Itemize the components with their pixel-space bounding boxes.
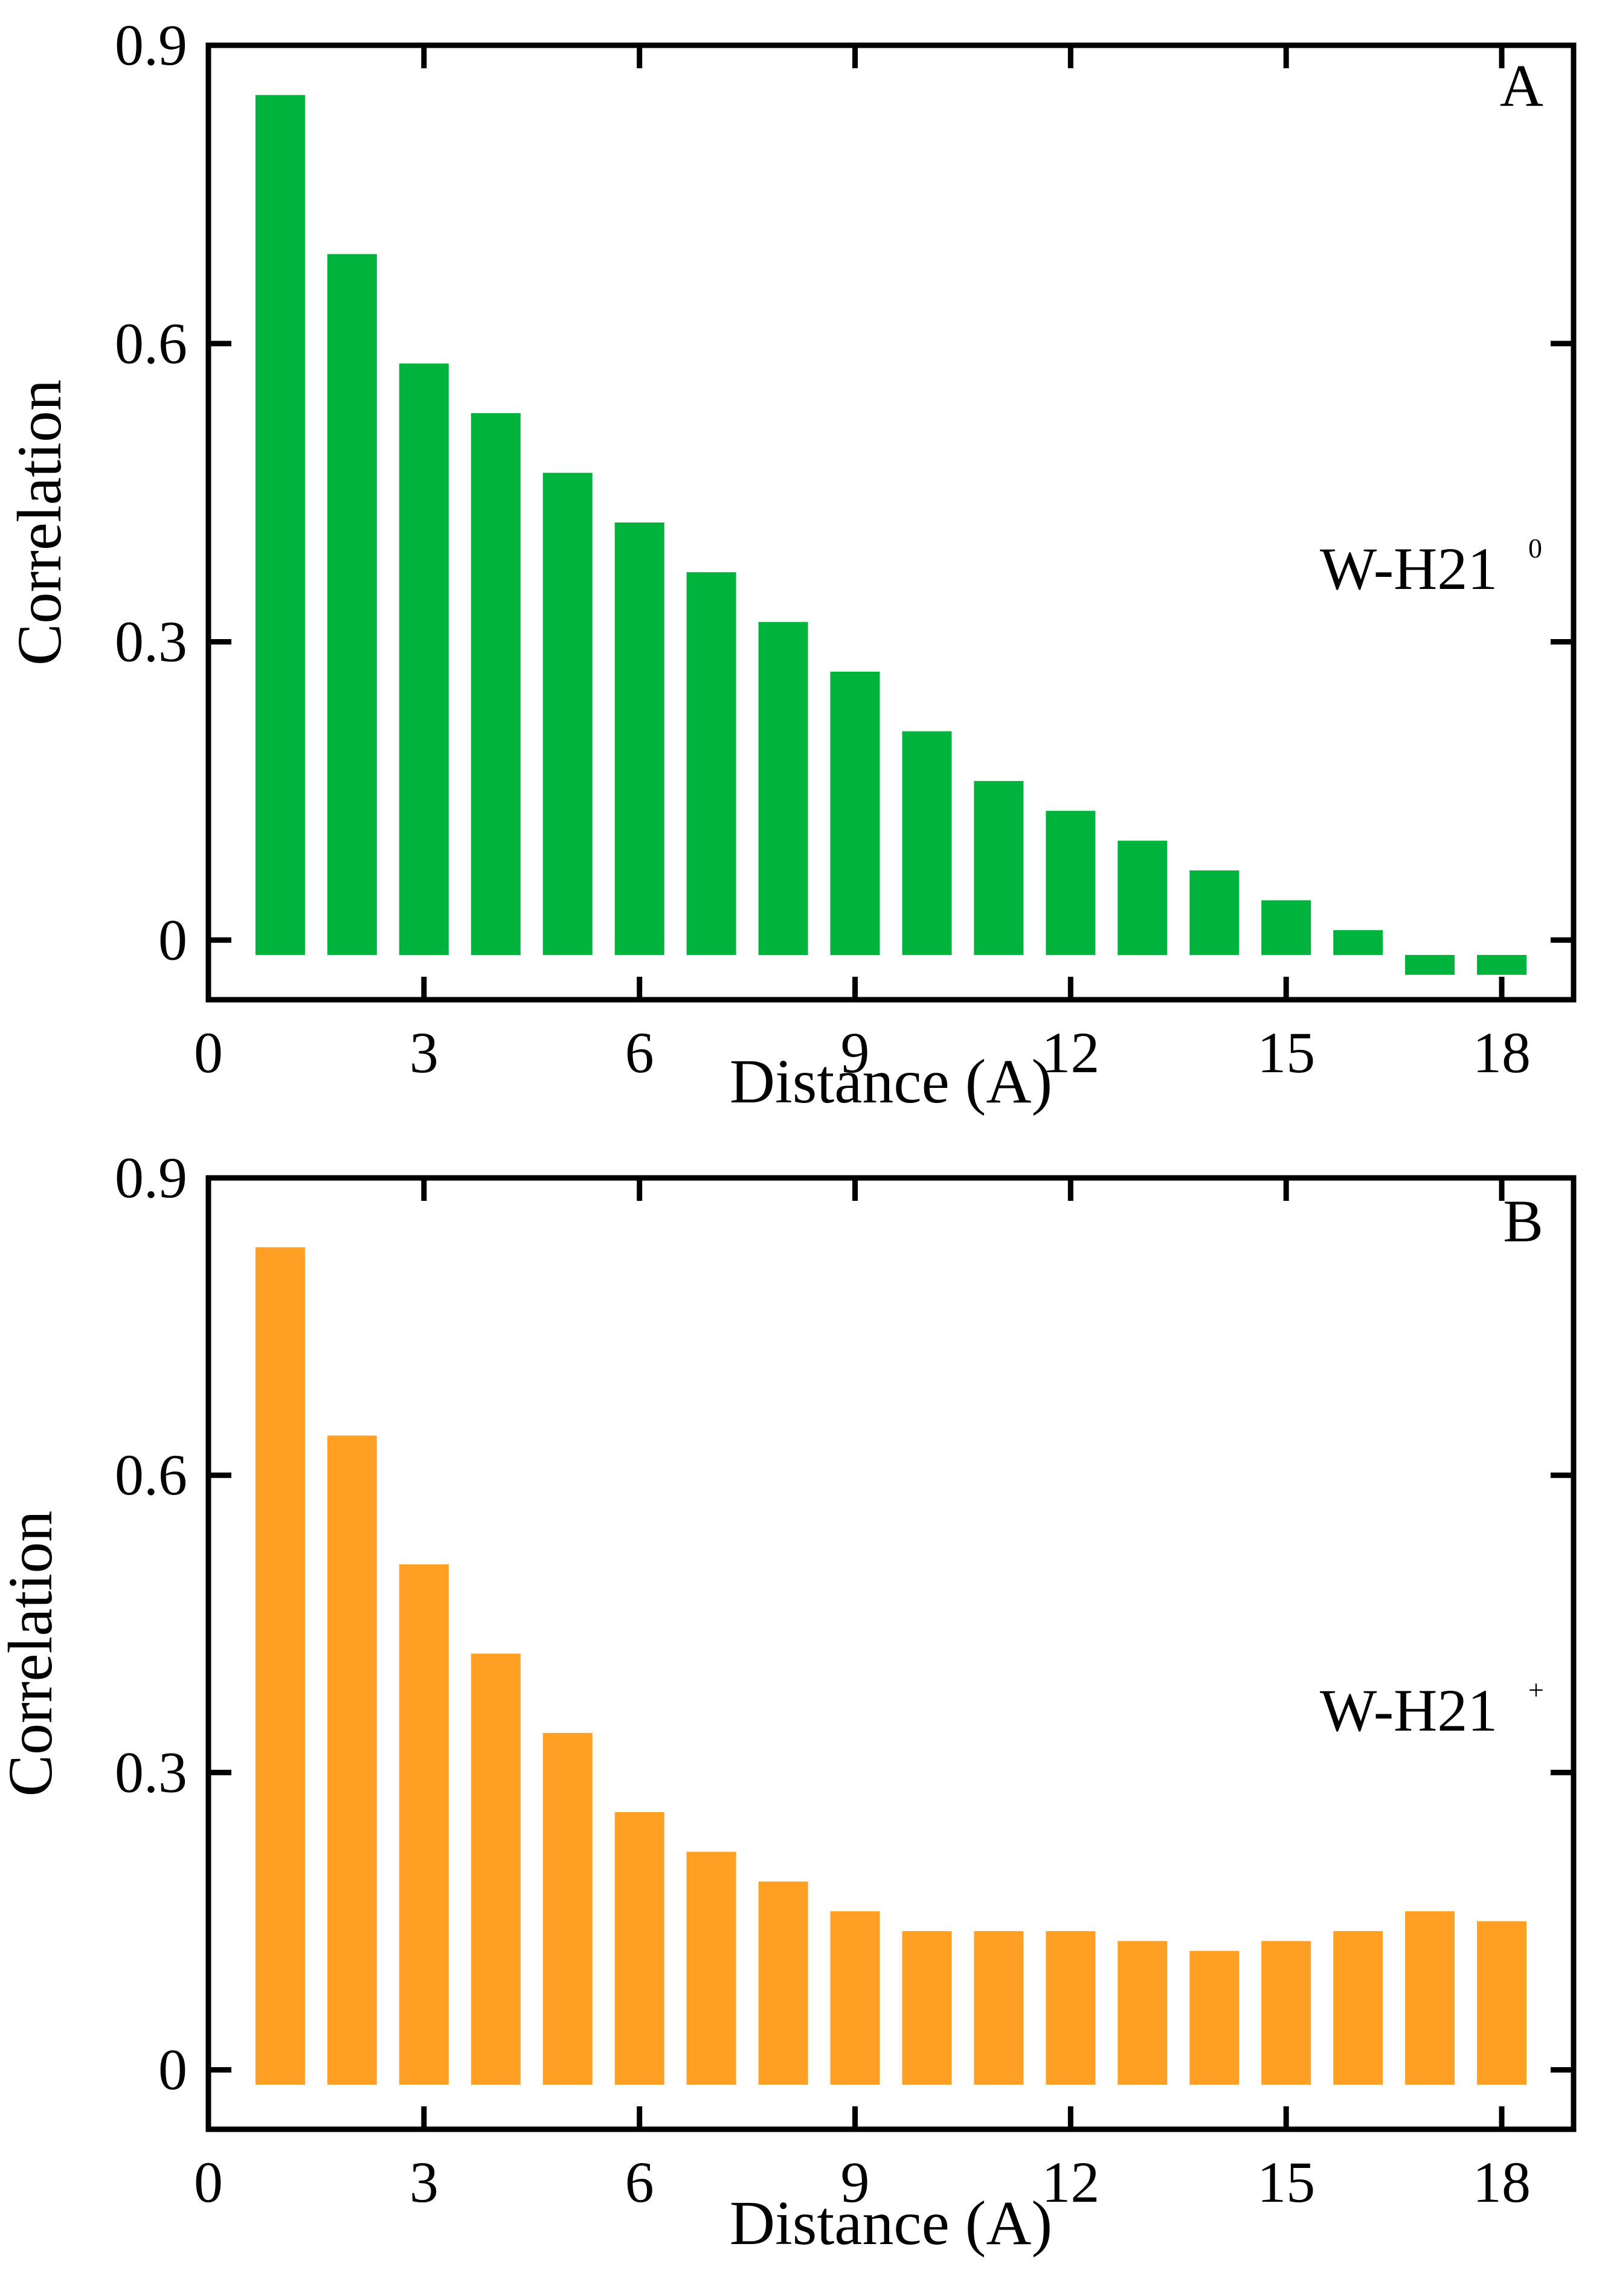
y-tick-label: 0.9 (115, 13, 187, 77)
bar (1405, 954, 1455, 975)
bar (686, 572, 736, 955)
bar (974, 1931, 1024, 2085)
y-tick-label: 0.3 (115, 609, 187, 674)
bar (542, 1732, 593, 2085)
bar (1189, 1950, 1240, 2085)
x-tick-label: 15 (1257, 2150, 1315, 2214)
bar (255, 1247, 305, 2085)
plot-frame (205, 1175, 1577, 2132)
bar (686, 1851, 736, 2085)
bar (1189, 870, 1240, 955)
bar (1118, 840, 1168, 955)
x-tick-label: 15 (1257, 1020, 1315, 1085)
x-tick-label: 12 (1041, 2150, 1099, 2214)
bar (758, 622, 808, 955)
x-tick-label: 18 (1473, 2150, 1531, 2214)
bar (1333, 930, 1383, 955)
x-tick-label: 6 (625, 1020, 654, 1085)
y-tick-label: 0 (158, 907, 187, 972)
chart-panel-b: 0 3 6 9 12 15 18 0 0.3 0.6 0.9 Distance (A) Correlat… (0, 1145, 1577, 2258)
series-label-superscript: + (1528, 1674, 1544, 1705)
y-tick-label: 0.6 (115, 1442, 187, 1507)
chart-panel-a: 0 3 6 9 12 15 18 0 0.3 0.6 0.9 Distance (A) Correlat… (5, 13, 1577, 1116)
x-axis-title: Distance (A) (730, 1047, 1052, 1116)
x-tick-label: 9 (841, 1020, 870, 1085)
bar (902, 731, 952, 955)
bar (1477, 1921, 1527, 2085)
bar (830, 671, 880, 955)
x-tick-label: 6 (625, 2150, 654, 2214)
x-tick-label: 3 (410, 1020, 439, 1085)
x-tick-label: 0 (194, 2150, 223, 2214)
bar (974, 780, 1024, 955)
y-axis-title: Correlation (5, 379, 74, 666)
x-axis-title: Distance (A) (730, 2188, 1052, 2258)
bar (1261, 1941, 1311, 2085)
bar (1333, 1931, 1383, 2085)
bar (1118, 1941, 1168, 2085)
panel-label: A (1500, 52, 1543, 119)
panel-label: B (1503, 1188, 1543, 1255)
x-tick-label: 12 (1041, 1020, 1099, 1085)
bar (1046, 1931, 1096, 2085)
bar (1477, 954, 1527, 975)
bar (255, 95, 305, 955)
bar (830, 1911, 880, 2085)
y-axis-title: Correlation (0, 1511, 65, 1797)
series-label-superscript: 0 (1528, 533, 1542, 564)
y-tick-label: 0.3 (115, 1740, 187, 1804)
x-tick-label: 9 (841, 2150, 870, 2214)
bar (327, 254, 377, 955)
plot-frame (205, 42, 1577, 1003)
bar (614, 1812, 664, 2085)
x-tick-label: 0 (194, 1020, 223, 1085)
y-tick-label: 0 (158, 2037, 187, 2102)
y-tick-label: 0.9 (115, 1145, 187, 1210)
bar (1405, 1911, 1455, 2085)
y-tick-label: 0.6 (115, 311, 187, 376)
series-label: W-H21 (1320, 1677, 1497, 1744)
x-tick-label: 3 (410, 2150, 439, 2214)
bar (471, 1653, 521, 2085)
bar (327, 1435, 377, 2085)
x-tick-label: 18 (1473, 1020, 1531, 1085)
bar (614, 523, 664, 955)
bar (399, 1564, 449, 2085)
bar (1261, 900, 1311, 955)
series-label: W-H21 (1320, 535, 1497, 602)
bar (758, 1881, 808, 2085)
bar (471, 413, 521, 955)
bar (542, 472, 593, 955)
bar (399, 363, 449, 955)
bar (1046, 811, 1096, 955)
bar (902, 1931, 952, 2085)
